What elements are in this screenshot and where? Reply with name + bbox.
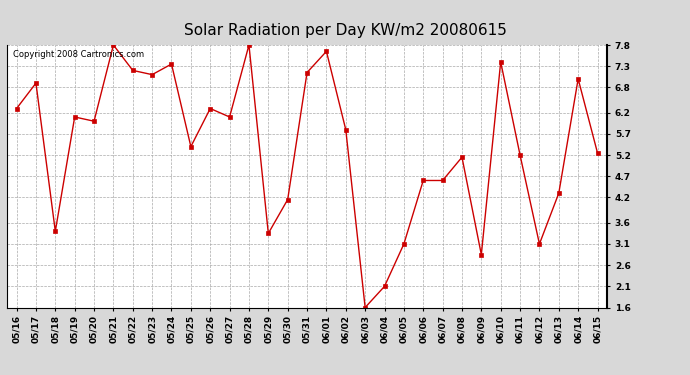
Text: Copyright 2008 Cartronics.com: Copyright 2008 Cartronics.com — [13, 50, 144, 59]
Text: Solar Radiation per Day KW/m2 20080615: Solar Radiation per Day KW/m2 20080615 — [184, 22, 506, 38]
